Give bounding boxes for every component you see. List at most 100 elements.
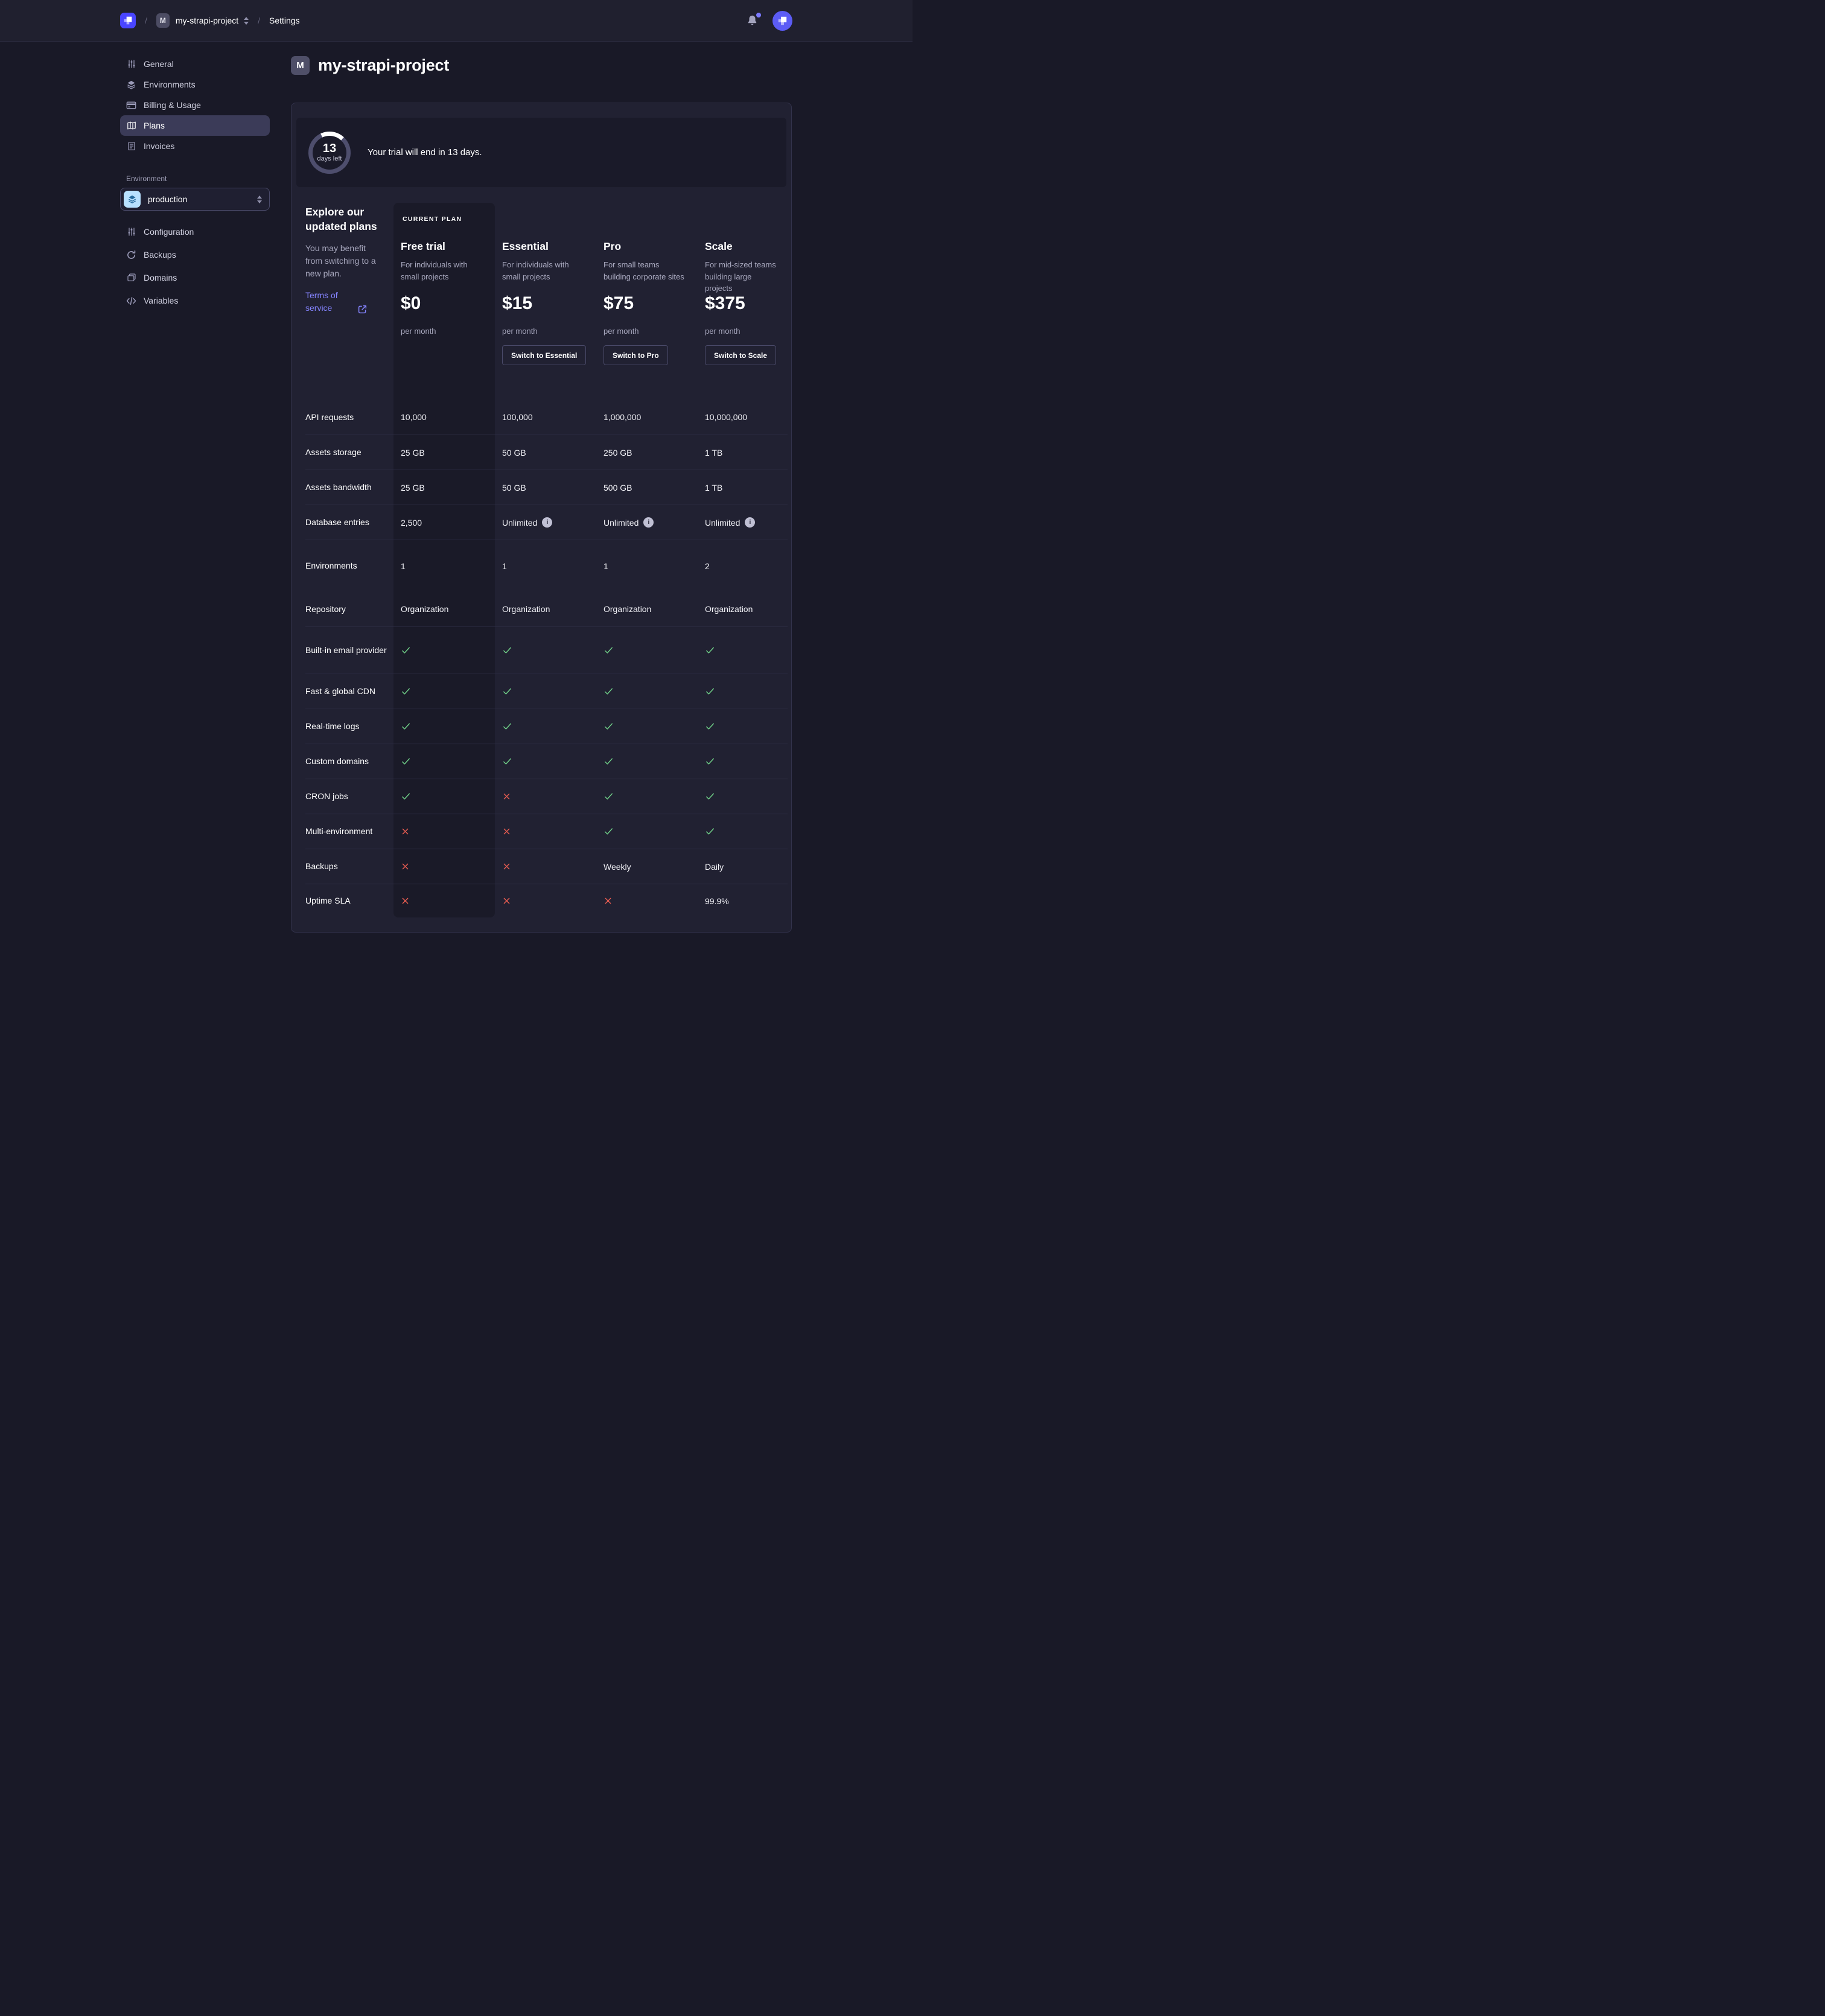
feature-value: 1 TB <box>698 483 788 493</box>
notifications-button[interactable] <box>746 13 761 27</box>
sidebar-item-plans[interactable]: Plans <box>120 115 270 136</box>
sidebar-item-variables[interactable]: Variables <box>120 289 270 312</box>
environment-select[interactable]: production <box>120 188 270 211</box>
switch-to-pro-button[interactable]: Switch to Pro <box>604 345 668 365</box>
sidebar-item-label: Environments <box>144 80 196 89</box>
feature-value-text: 10,000,000 <box>705 412 748 422</box>
feature-label: Real-time logs <box>305 721 360 731</box>
sidebar-item-billing-usage[interactable]: Billing & Usage <box>120 95 270 115</box>
check-icon <box>401 645 411 656</box>
sidebar-item-label: Backups <box>144 250 176 260</box>
sliders-icon <box>126 59 136 69</box>
user-avatar[interactable] <box>772 10 792 31</box>
plans-intro-body: You may benefit from switching to a new … <box>305 243 376 279</box>
info-icon[interactable]: i <box>745 517 756 528</box>
sidebar-item-invoices[interactable]: Invoices <box>120 136 270 156</box>
trial-days-caption: days left <box>317 155 342 162</box>
terms-of-service-label: Terms of service <box>305 290 338 313</box>
feature-value-text: Organization <box>502 604 550 614</box>
avatar-strapi-icon <box>778 16 787 25</box>
cross-icon <box>604 896 613 905</box>
feature-value <box>495 645 596 656</box>
feature-value: Organization <box>596 604 698 614</box>
feature-label: CRON jobs <box>305 791 348 801</box>
plan-price: $375 <box>705 293 745 313</box>
sidebar-item-environments[interactable]: Environments <box>120 74 270 95</box>
feature-value <box>698 645 788 656</box>
switch-to-essential-button[interactable]: Switch to Essential <box>502 345 587 365</box>
feature-value: 1 <box>393 561 495 571</box>
feature-value: 2 <box>698 561 788 571</box>
feature-label: Assets bandwidth <box>305 482 372 492</box>
plan-name: Free trial <box>401 240 445 252</box>
terms-of-service-link[interactable]: Terms of service <box>305 289 380 314</box>
sidebar-item-general[interactable]: General <box>120 54 270 74</box>
breadcrumb-settings[interactable]: Settings <box>269 16 300 25</box>
feature-value-text: Organization <box>604 604 652 614</box>
sidebar-item-backups[interactable]: Backups <box>120 243 270 266</box>
plan-price: $75 <box>604 293 634 313</box>
bell-icon <box>748 15 757 25</box>
feature-value <box>698 686 788 697</box>
plan-period: per month <box>401 327 436 336</box>
feature-value <box>495 827 596 836</box>
strapi-logo-icon <box>124 16 132 25</box>
title-row: M my-strapi-project <box>291 56 792 75</box>
feature-value-text: 2,500 <box>401 517 422 528</box>
sidebar-item-configuration[interactable]: Configuration <box>120 220 270 243</box>
feature-label: Multi-environment <box>305 826 373 836</box>
check-icon <box>401 791 411 802</box>
feature-value: Organization <box>495 604 596 614</box>
feature-value <box>393 827 495 836</box>
check-icon <box>705 645 715 656</box>
feature-value: 25 GB <box>393 448 495 458</box>
feature-value-text: 10,000 <box>401 412 427 422</box>
feature-value: 1 TB <box>698 448 788 458</box>
feature-value-text: 50 GB <box>502 447 526 458</box>
cross-icon <box>502 792 511 801</box>
feature-value-text: 25 GB <box>401 447 425 458</box>
current-plan-column-highlight <box>393 203 495 917</box>
project-switcher-chevrons-icon[interactable] <box>244 16 249 25</box>
feature-value-text: 50 GB <box>502 482 526 493</box>
feature-label: Custom domains <box>305 756 369 766</box>
feature-row-fast-global-cdn: Fast & global CDN <box>305 674 788 709</box>
feature-row-built-in-email-provider: Built-in email provider <box>305 627 788 674</box>
breadcrumb-separator: / <box>145 16 147 25</box>
feature-rows: API requests 10,000 100,000 1,000,000 10,000… <box>305 400 788 917</box>
info-icon[interactable]: i <box>542 517 553 528</box>
breadcrumb-project[interactable]: my-strapi-project <box>175 16 239 25</box>
feature-value <box>698 756 788 767</box>
feature-value-text: Weekly <box>604 861 631 872</box>
check-icon <box>401 686 411 697</box>
check-icon <box>604 791 614 802</box>
feature-label: Fast & global CDN <box>305 686 375 696</box>
feature-row-cron-jobs: CRON jobs <box>305 779 788 814</box>
plan-description: For individuals with small projects <box>502 260 569 281</box>
feature-label: Assets storage <box>305 447 361 457</box>
feature-value: 10,000,000 <box>698 412 788 422</box>
strapi-logo[interactable] <box>120 13 136 28</box>
check-icon <box>705 826 715 837</box>
sidebar-item-domains[interactable]: Domains <box>120 266 270 289</box>
main-content: M my-strapi-project 13 days left Your tr… <box>291 42 792 969</box>
cross-icon <box>401 827 410 836</box>
feature-value: 100,000 <box>495 412 596 422</box>
feature-value: 10,000 <box>393 412 495 422</box>
plan-column-pro: Pro For small teams building corporate si… <box>596 203 698 400</box>
feature-label: API requests <box>305 412 354 422</box>
switch-to-scale-button[interactable]: Switch to Scale <box>705 345 777 365</box>
sidebar-item-label: Domains <box>144 273 177 282</box>
info-icon[interactable]: i <box>643 517 654 528</box>
feature-value <box>495 862 596 871</box>
feature-value: 25 GB <box>393 483 495 493</box>
page-shell: General Environments Billing & Usage Plans I… <box>120 42 792 969</box>
cross-icon <box>502 862 511 871</box>
current-plan-badge: CURRENT PLAN <box>403 215 462 223</box>
environment-select-chevrons-icon <box>257 195 262 203</box>
environment-nav: Configuration Backups Domains Variables <box>120 220 270 312</box>
feature-value-text: Unlimited <box>705 517 741 528</box>
feature-label: Repository <box>305 604 346 614</box>
feature-value-text: 1 <box>604 561 608 571</box>
feature-value <box>495 896 596 905</box>
